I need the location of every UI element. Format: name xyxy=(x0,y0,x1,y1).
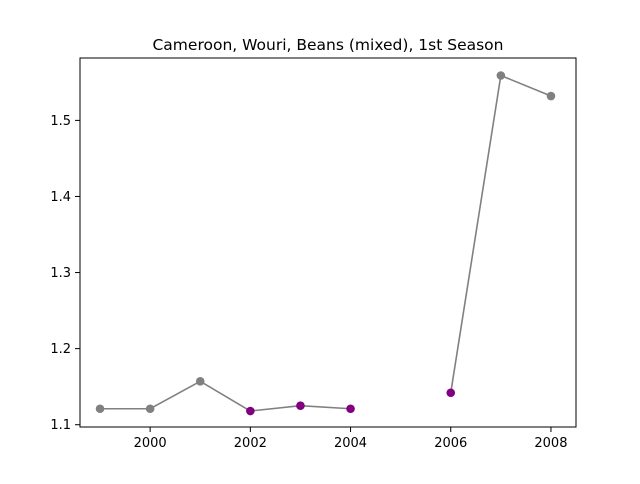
axes-layer: 2000 2002 2004 2006 2008 1.1 1.2 1.3 1.4 1.5 xyxy=(50,114,567,451)
data-point-2002 xyxy=(246,406,255,416)
data-point-2000 xyxy=(145,404,155,414)
y-tick-label: 1.5 xyxy=(50,114,71,129)
x-tick-label: 2006 xyxy=(434,436,467,451)
data-point-2007 xyxy=(496,71,506,80)
data-point-2003 xyxy=(296,401,305,411)
data-point-2006 xyxy=(446,388,456,398)
y-tick-label: 1.2 xyxy=(50,342,71,357)
data-point-2008 xyxy=(546,91,556,101)
y-tick-label: 1.3 xyxy=(50,266,71,281)
plot-frame xyxy=(79,57,577,428)
series-line-segment-1 xyxy=(100,380,351,412)
x-tick-label: 2000 xyxy=(134,436,167,451)
y-tick-label: 1.1 xyxy=(50,418,71,433)
data-point-2004 xyxy=(346,404,355,414)
y-tick-label: 1.4 xyxy=(50,190,71,205)
x-tick-label: 2002 xyxy=(234,436,267,451)
x-tick-label: 2004 xyxy=(334,436,367,451)
data-point-2001 xyxy=(195,377,205,386)
chart-title: Cameroon, Wouri, Beans (mixed), 1st Seas… xyxy=(152,36,503,54)
x-tick-label: 2008 xyxy=(534,436,567,451)
data-point-1999 xyxy=(95,404,105,414)
series-layer xyxy=(95,71,556,416)
